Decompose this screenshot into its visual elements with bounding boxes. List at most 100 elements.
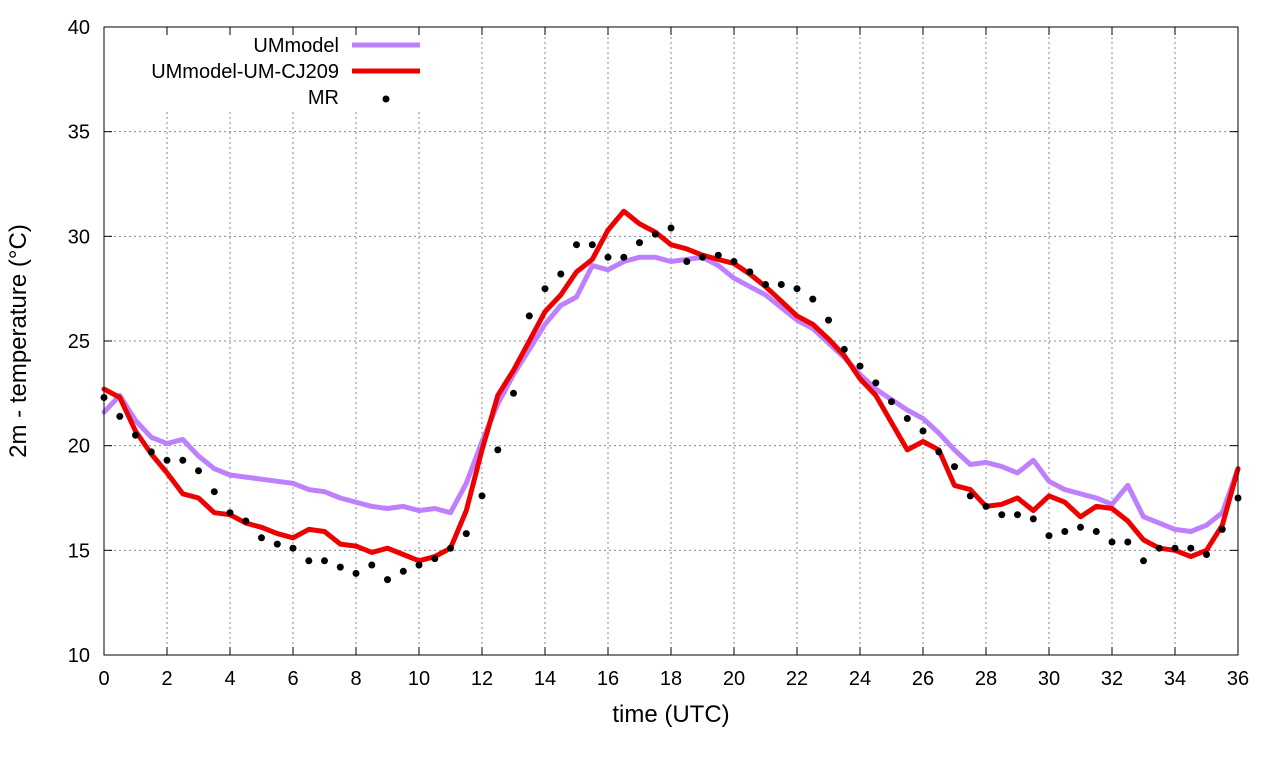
data-point <box>273 540 281 548</box>
data-point <box>132 431 139 439</box>
x-tick-label: 22 <box>786 668 808 690</box>
data-point <box>210 488 218 496</box>
series-UMmodel <box>101 254 1241 534</box>
data-point <box>1014 511 1021 519</box>
data-point <box>714 251 722 259</box>
x-tick-label: 20 <box>723 668 745 690</box>
data-point <box>903 415 911 422</box>
data-point <box>762 281 769 288</box>
legend: UMmodel UMmodel-UM-CJ209 MR <box>151 35 420 109</box>
x-tick-label: 36 <box>1227 668 1249 690</box>
data-point <box>935 448 943 456</box>
x-tick-label: 32 <box>1101 668 1123 690</box>
data-point <box>604 253 612 261</box>
data-point <box>919 427 927 435</box>
data-point <box>368 561 376 569</box>
data-point <box>982 502 990 510</box>
data-point <box>620 253 628 261</box>
data-point <box>321 557 328 565</box>
data-point <box>825 316 832 324</box>
data-point <box>242 517 250 525</box>
data-point <box>415 561 423 569</box>
data-point <box>289 544 297 552</box>
x-tick-label: 6 <box>287 668 298 690</box>
x-tick-label: 18 <box>660 668 682 690</box>
series-MR <box>100 224 1242 584</box>
x-tick-label: 12 <box>471 668 493 690</box>
x-tick-label: 14 <box>534 668 556 690</box>
y-tick-label: 15 <box>68 540 90 562</box>
x-tick-label: 8 <box>350 668 361 690</box>
data-point <box>1045 532 1053 540</box>
legend-label: MR <box>308 87 339 109</box>
plot-frame <box>103 26 1239 656</box>
y-tick-label: 40 <box>68 17 90 39</box>
data-point <box>305 557 313 565</box>
series-line <box>101 208 1241 564</box>
data-point <box>793 285 801 293</box>
legend-label: UMmodel-UM-CJ209 <box>151 61 339 83</box>
x-axis-label: time (UTC) <box>612 701 729 728</box>
data-point <box>730 258 738 265</box>
x-tick-label: 2 <box>161 668 172 690</box>
data-point <box>494 446 502 454</box>
data-point <box>447 544 454 552</box>
data-point <box>588 241 596 249</box>
data-point <box>966 492 974 500</box>
data-point <box>856 362 864 370</box>
y-axis-label: 2m - temperature (°C) <box>5 224 32 458</box>
data-point <box>1218 525 1226 533</box>
data-point <box>840 345 848 353</box>
data-point <box>998 511 1006 519</box>
data-point <box>510 389 517 397</box>
x-tick-label: 4 <box>224 668 235 690</box>
data-point <box>541 285 549 293</box>
data-point <box>651 230 659 238</box>
data-point <box>1108 538 1116 546</box>
legend-label: UMmodel <box>253 35 339 57</box>
data-point <box>1171 544 1179 552</box>
legend-swatch <box>382 95 390 103</box>
grid-lines <box>104 27 1238 655</box>
data-point <box>147 448 155 456</box>
data-point <box>809 295 817 303</box>
data-point <box>384 576 391 584</box>
tick-labels: 0 2 4 6 8 10 12 14 16 18 20 22 24 26 28 30 32 34 361015202… <box>68 17 1249 690</box>
data-point <box>336 563 344 571</box>
data-point <box>667 224 675 232</box>
data-point <box>1077 523 1084 531</box>
data-point <box>699 253 706 261</box>
data-point <box>1092 528 1100 535</box>
data-point <box>399 567 407 575</box>
data-point <box>478 492 486 500</box>
data-point <box>872 379 880 387</box>
data-point <box>1140 557 1147 565</box>
data-point <box>352 569 360 577</box>
x-tick-label: 0 <box>98 668 109 690</box>
x-tick-label: 34 <box>1164 668 1186 690</box>
y-tick-label: 25 <box>68 331 90 353</box>
data-point <box>1187 544 1195 552</box>
data-point <box>951 463 958 471</box>
data-point <box>746 268 754 276</box>
data-point <box>573 241 580 249</box>
data-series <box>100 208 1242 584</box>
series-line <box>101 254 1241 534</box>
data-point <box>636 239 643 247</box>
x-tick-label: 28 <box>975 668 997 690</box>
data-point <box>258 534 265 542</box>
data-point <box>431 555 439 563</box>
x-tick-label: 10 <box>408 668 430 690</box>
x-tick-label: 24 <box>849 668 871 690</box>
data-point <box>226 509 234 517</box>
data-point <box>683 258 691 265</box>
x-tick-label: 16 <box>597 668 619 690</box>
x-tick-label: 26 <box>912 668 934 690</box>
data-point <box>525 312 533 320</box>
data-point <box>557 270 565 278</box>
y-tick-label: 10 <box>68 645 90 667</box>
data-point <box>1124 538 1132 546</box>
data-point <box>1061 528 1069 535</box>
data-point <box>462 530 470 538</box>
